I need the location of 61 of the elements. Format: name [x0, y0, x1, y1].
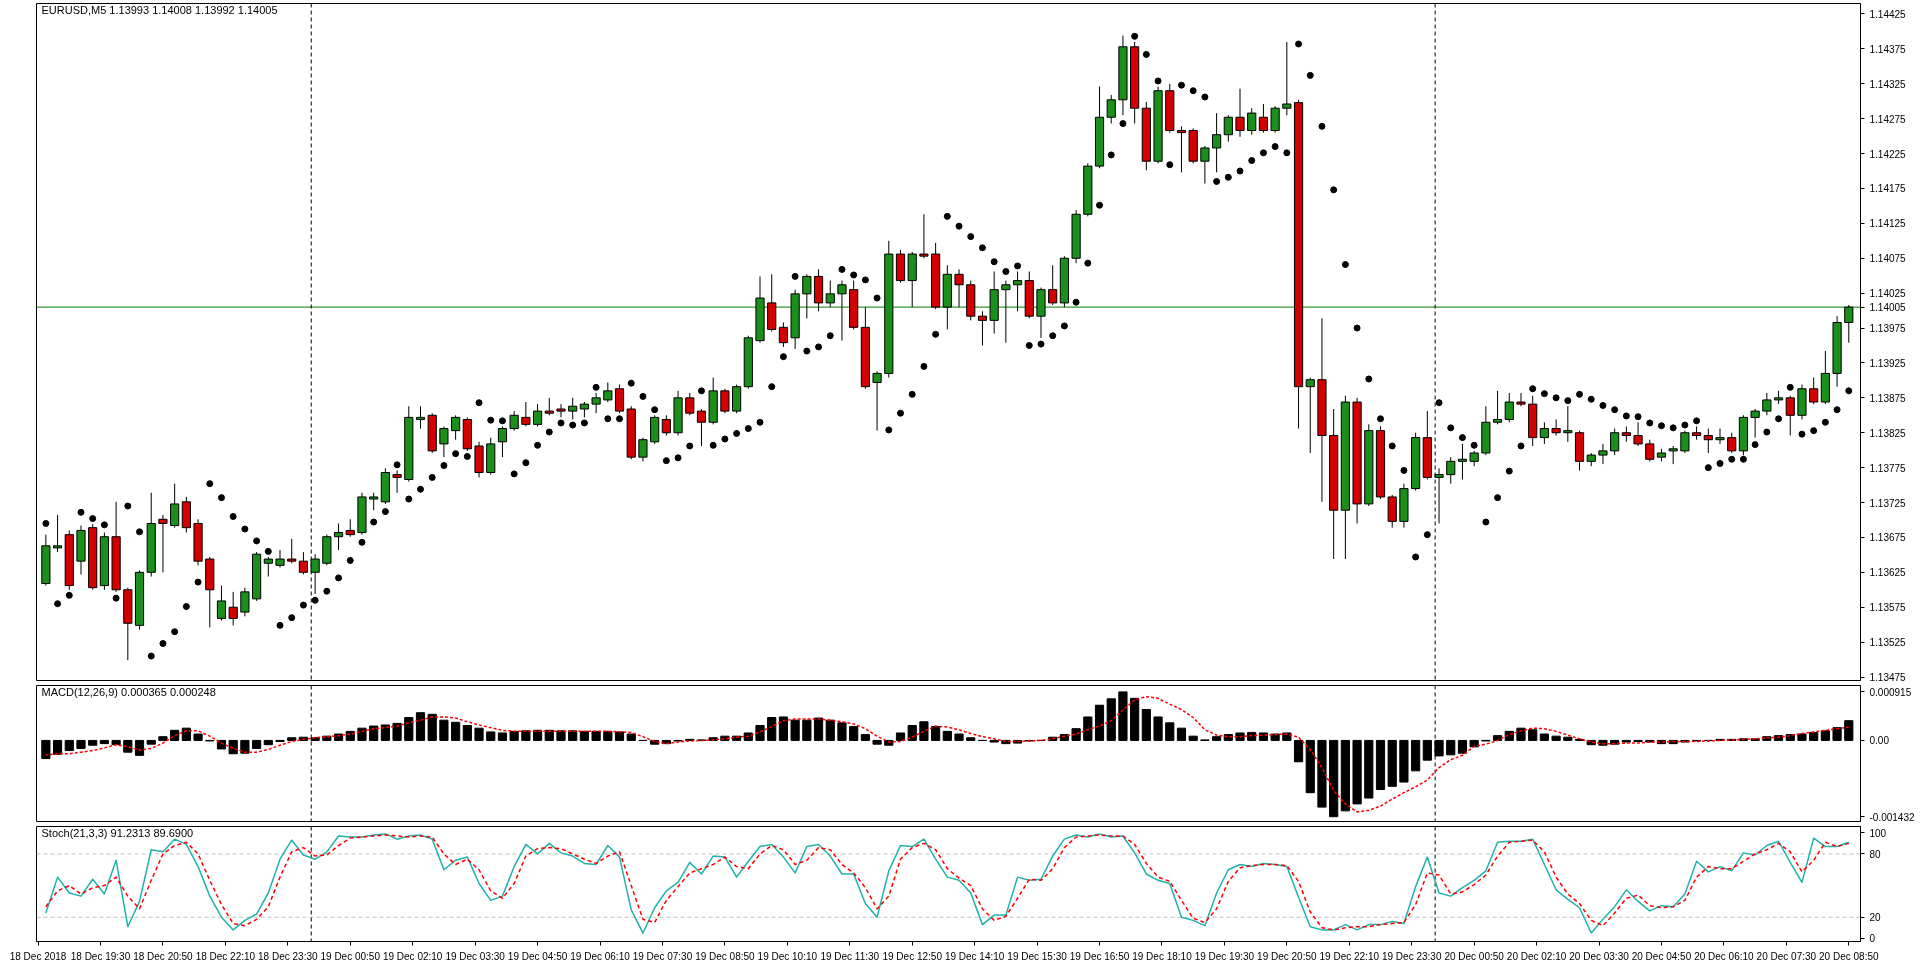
- y-tick-label: 80: [1869, 848, 1882, 860]
- x-tick-label: 19 Dec 07:30: [632, 950, 693, 962]
- x-tick-label: 19 Dec 20:50: [1257, 950, 1318, 962]
- x-tick-label: 18 Dec 22:10: [195, 950, 256, 962]
- y-tick-label: 1.14325: [1869, 78, 1907, 90]
- x-tick-label: 19 Dec 02:10: [382, 950, 443, 962]
- y-tick-label: 1.13775: [1869, 462, 1907, 474]
- y-tick-label: 1.14375: [1869, 43, 1907, 55]
- x-tick-label: 20 Dec 04:50: [1631, 950, 1692, 962]
- x-tick-label: 19 Dec 04:50: [507, 950, 568, 962]
- x-tick-label: 19 Dec 06:10: [570, 950, 631, 962]
- x-tick-label: 18 Dec 20:50: [133, 950, 194, 962]
- y-tick-label: 0: [1869, 933, 1876, 945]
- y-tick-label: 1.13925: [1869, 357, 1907, 369]
- x-tick-label: 19 Dec 00:50: [320, 950, 381, 962]
- y-tick-label: 0.00: [1869, 735, 1890, 747]
- y-tick-label: 1.13675: [1869, 532, 1907, 544]
- chart-title: EURUSD,M5 1.13993 1.14008 1.13992 1.14005: [41, 3, 278, 16]
- y-tick-label: 1.14025: [1869, 288, 1907, 300]
- x-tick-label: 19 Dec 10:10: [757, 950, 818, 962]
- y-tick-label: 1.13575: [1869, 602, 1907, 614]
- ref-line-label: 1.14005: [1869, 302, 1907, 314]
- x-tick-label: 19 Dec 23:30: [1381, 950, 1442, 962]
- y-tick-label: 1.14425: [1869, 8, 1907, 20]
- y-tick-label: 1.14075: [1869, 253, 1907, 265]
- x-tick-label: 18 Dec 23:30: [258, 950, 318, 962]
- x-tick-label: 19 Dec 16:50: [1069, 950, 1130, 962]
- x-tick-label: 19 Dec 19:30: [1194, 950, 1255, 962]
- x-tick-label: 19 Dec 12:50: [882, 950, 943, 962]
- y-tick-label: 1.13475: [1869, 672, 1907, 684]
- y-tick-label: 1.13525: [1869, 637, 1907, 649]
- x-tick-label: 20 Dec 06:10: [1694, 950, 1755, 962]
- x-tick-label: 19 Dec 11:30: [820, 950, 880, 962]
- x-tick-label: 20 Dec 03:30: [1569, 950, 1630, 962]
- y-tick-label: 1.13825: [1869, 427, 1907, 439]
- x-tick-label: 18 Dec 2018: [9, 950, 67, 962]
- x-tick-label: 19 Dec 03:30: [445, 950, 506, 962]
- x-tick-label: 19 Dec 15:30: [1007, 950, 1068, 962]
- x-tick-label: 20 Dec 02:10: [1506, 950, 1567, 962]
- y-tick-label: 1.13625: [1869, 567, 1907, 579]
- x-tick-label: 18 Dec 19:30: [70, 950, 131, 962]
- y-tick-label: 1.13975: [1869, 323, 1907, 335]
- y-tick-label: 100: [1869, 827, 1887, 839]
- x-tick-label: 20 Dec 07:30: [1756, 950, 1817, 962]
- chart-title: Stoch(21,3,3) 91.2313 89.6900: [41, 826, 194, 839]
- x-tick-label: 19 Dec 08:50: [695, 950, 756, 962]
- y-tick-label: -0.001432: [1869, 811, 1915, 823]
- y-tick-label: 1.14275: [1869, 113, 1907, 125]
- y-tick-label: 0.000915: [1869, 686, 1912, 698]
- y-tick-label: 1.14125: [1869, 218, 1907, 230]
- x-tick-label: 20 Dec 08:50: [1819, 950, 1879, 962]
- x-tick-label: 19 Dec 14:10: [944, 950, 1005, 962]
- y-tick-label: 1.13875: [1869, 392, 1907, 404]
- y-tick-label: 1.14175: [1869, 183, 1907, 195]
- y-tick-label: 20: [1869, 912, 1882, 924]
- chart-title: MACD(12,26,9) 0.000365 0.000248: [41, 685, 216, 698]
- y-tick-label: 1.13725: [1869, 497, 1907, 509]
- x-tick-label: 19 Dec 22:10: [1319, 950, 1380, 962]
- x-tick-label: 19 Dec 18:10: [1132, 950, 1193, 962]
- y-tick-label: 1.14225: [1869, 148, 1907, 160]
- x-tick-label: 20 Dec 00:50: [1444, 950, 1505, 962]
